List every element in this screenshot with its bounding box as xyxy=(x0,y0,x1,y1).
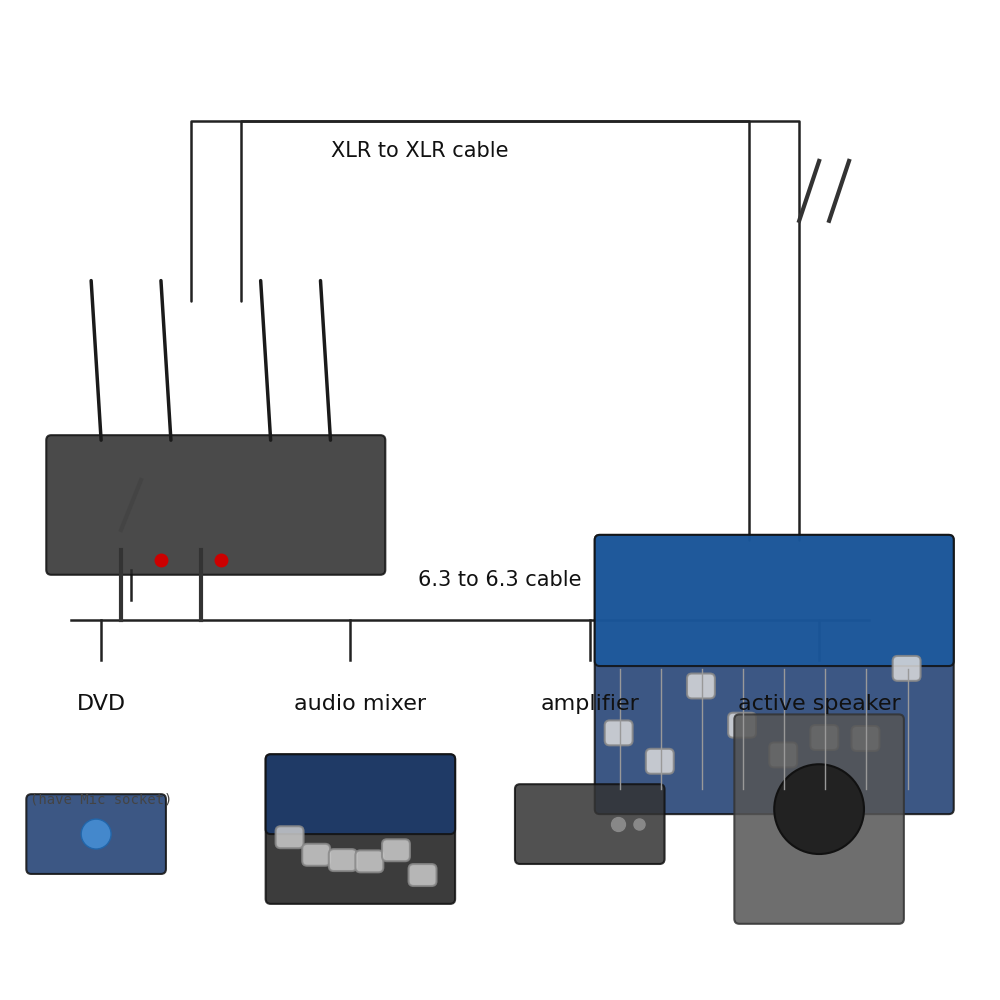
FancyBboxPatch shape xyxy=(595,535,954,814)
FancyBboxPatch shape xyxy=(266,754,455,834)
FancyBboxPatch shape xyxy=(355,870,383,891)
FancyBboxPatch shape xyxy=(276,855,304,877)
Circle shape xyxy=(81,819,111,849)
FancyBboxPatch shape xyxy=(893,666,921,691)
FancyBboxPatch shape xyxy=(646,678,674,703)
Text: 6.3 to 6.3 cable: 6.3 to 6.3 cable xyxy=(418,570,582,590)
FancyBboxPatch shape xyxy=(687,687,715,712)
Text: amplifier: amplifier xyxy=(540,694,639,714)
FancyBboxPatch shape xyxy=(852,662,879,687)
FancyBboxPatch shape xyxy=(26,794,166,874)
FancyBboxPatch shape xyxy=(409,850,437,872)
FancyBboxPatch shape xyxy=(728,742,756,767)
FancyBboxPatch shape xyxy=(515,784,665,864)
FancyBboxPatch shape xyxy=(382,842,410,864)
FancyBboxPatch shape xyxy=(734,714,904,924)
FancyBboxPatch shape xyxy=(302,841,330,863)
Circle shape xyxy=(774,764,864,854)
Text: (have Mic socket): (have Mic socket) xyxy=(30,792,172,806)
Text: XLR to XLR cable: XLR to XLR cable xyxy=(331,141,509,161)
Text: audio mixer: audio mixer xyxy=(294,694,426,714)
FancyBboxPatch shape xyxy=(810,660,838,685)
FancyBboxPatch shape xyxy=(46,435,385,575)
Text: active speaker: active speaker xyxy=(738,694,900,714)
FancyBboxPatch shape xyxy=(595,535,954,666)
Text: DVD: DVD xyxy=(77,694,126,714)
FancyBboxPatch shape xyxy=(266,754,455,904)
FancyBboxPatch shape xyxy=(769,735,797,760)
FancyBboxPatch shape xyxy=(605,719,633,744)
FancyBboxPatch shape xyxy=(329,841,357,863)
